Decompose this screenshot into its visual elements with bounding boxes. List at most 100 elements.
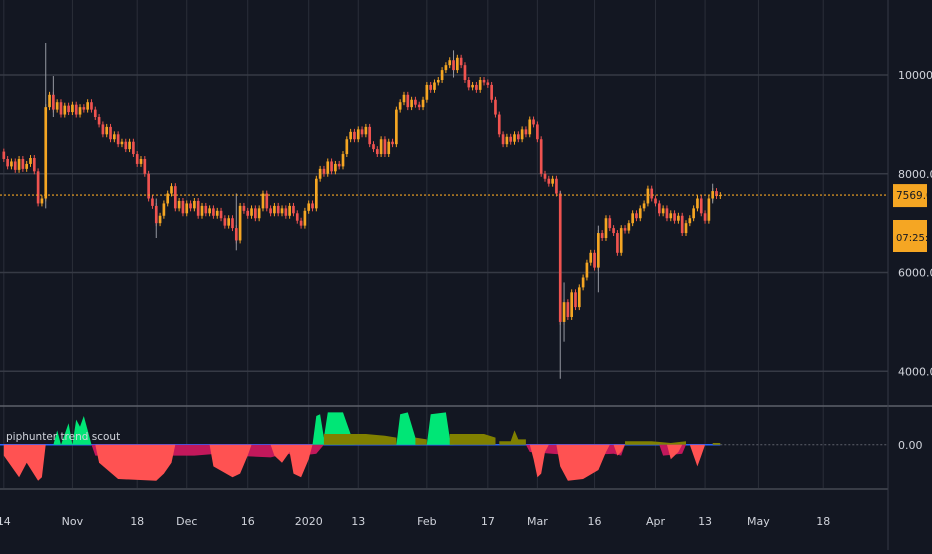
candle-body[interactable]: [543, 173, 547, 179]
indicator-area[interactable]: [323, 434, 397, 445]
candle-body[interactable]: [551, 178, 554, 184]
candle-body[interactable]: [406, 94, 410, 108]
candle-body[interactable]: [97, 117, 101, 125]
candle-body[interactable]: [532, 119, 535, 125]
indicator-area[interactable]: [426, 412, 454, 445]
candle-body[interactable]: [467, 79, 471, 88]
candle-body[interactable]: [280, 208, 284, 214]
candle-body[interactable]: [650, 188, 654, 199]
candle-body[interactable]: [505, 136, 509, 145]
candle-body[interactable]: [597, 233, 600, 268]
candle-body[interactable]: [273, 205, 276, 214]
candle-body[interactable]: [627, 223, 631, 231]
candle-body[interactable]: [638, 208, 642, 219]
indicator-area[interactable]: [209, 444, 252, 478]
candle-body[interactable]: [589, 252, 593, 263]
candle-body[interactable]: [490, 84, 493, 100]
candle-body[interactable]: [646, 188, 650, 204]
candle-body[interactable]: [200, 205, 204, 216]
candle-body[interactable]: [368, 126, 372, 145]
candle-body[interactable]: [623, 228, 627, 231]
candle-body[interactable]: [6, 158, 9, 167]
candle-body[interactable]: [501, 134, 505, 145]
candle-body[interactable]: [673, 213, 676, 221]
candle-body[interactable]: [478, 79, 482, 90]
candle-body[interactable]: [21, 158, 25, 169]
candle-body[interactable]: [391, 141, 394, 145]
candle-body[interactable]: [677, 215, 680, 221]
candle-body[interactable]: [250, 208, 253, 216]
candle-body[interactable]: [452, 60, 455, 71]
indicator-area[interactable]: [529, 444, 549, 478]
candle-body[interactable]: [162, 203, 166, 216]
indicator-area[interactable]: [689, 444, 706, 467]
candle-body[interactable]: [494, 99, 497, 115]
candle-body[interactable]: [604, 218, 608, 238]
candle-body[interactable]: [44, 107, 48, 199]
candle-body[interactable]: [349, 131, 352, 140]
candle-body[interactable]: [181, 200, 185, 214]
candle-body[interactable]: [566, 302, 570, 317]
candle-body[interactable]: [265, 193, 269, 209]
candle-body[interactable]: [173, 186, 177, 209]
candle-body[interactable]: [74, 104, 78, 115]
candle-body[interactable]: [341, 154, 345, 167]
candle-body[interactable]: [616, 233, 619, 253]
candle-body[interactable]: [13, 161, 17, 170]
indicator-area[interactable]: [3, 444, 46, 481]
candle-body[interactable]: [48, 94, 51, 108]
candle-body[interactable]: [539, 139, 543, 174]
candle-body[interactable]: [212, 208, 215, 216]
candle-body[interactable]: [600, 233, 604, 238]
candle-body[interactable]: [284, 208, 288, 216]
candle-body[interactable]: [326, 161, 330, 174]
candle-body[interactable]: [657, 203, 661, 214]
candle-body[interactable]: [242, 205, 246, 211]
candle-body[interactable]: [25, 163, 29, 169]
candle-body[interactable]: [105, 126, 109, 135]
candle-body[interactable]: [337, 163, 341, 167]
candle-body[interactable]: [288, 205, 291, 216]
candle-body[interactable]: [665, 208, 669, 219]
indicator-area[interactable]: [625, 441, 686, 445]
candle-body[interactable]: [509, 136, 513, 142]
candle-body[interactable]: [547, 178, 551, 184]
candle-body[interactable]: [193, 200, 196, 209]
candle-body[interactable]: [158, 215, 162, 224]
candle-body[interactable]: [513, 134, 516, 142]
candle-body[interactable]: [120, 141, 124, 145]
candle-body[interactable]: [345, 139, 349, 155]
candle-body[interactable]: [593, 252, 596, 268]
candle-body[interactable]: [185, 203, 189, 214]
candle-body[interactable]: [78, 107, 82, 115]
candle-body[interactable]: [17, 158, 21, 170]
candle-body[interactable]: [661, 208, 665, 214]
candle-body[interactable]: [471, 84, 474, 88]
candle-body[interactable]: [93, 109, 97, 118]
candle-body[interactable]: [684, 223, 688, 234]
candle-body[interactable]: [482, 79, 486, 83]
indicator-area[interactable]: [556, 444, 610, 481]
candle-body[interactable]: [448, 60, 452, 66]
indicator-area[interactable]: [667, 444, 683, 460]
candle-body[interactable]: [680, 215, 684, 234]
candle-body[interactable]: [631, 213, 634, 224]
indicator-area[interactable]: [95, 444, 176, 481]
candle-body[interactable]: [303, 210, 307, 226]
candle-body[interactable]: [570, 292, 574, 317]
indicator-area[interactable]: [396, 412, 420, 445]
candle-body[interactable]: [116, 134, 120, 145]
candle-body[interactable]: [528, 119, 532, 135]
candle-body[interactable]: [387, 141, 391, 155]
candle-body[interactable]: [356, 129, 360, 140]
candle-body[interactable]: [608, 218, 612, 229]
candle-body[interactable]: [395, 109, 398, 145]
candle-body[interactable]: [314, 178, 318, 209]
candle-body[interactable]: [353, 131, 356, 140]
candle-body[interactable]: [40, 198, 44, 204]
candle-body[interactable]: [429, 84, 432, 90]
candle-body[interactable]: [109, 126, 112, 140]
candle-body[interactable]: [261, 193, 265, 209]
candle-body[interactable]: [86, 102, 89, 110]
candle-body[interactable]: [238, 205, 242, 241]
